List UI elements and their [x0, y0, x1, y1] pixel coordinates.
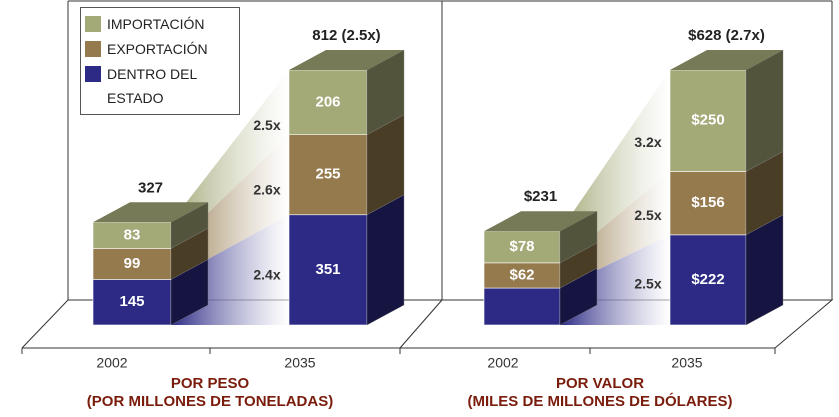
bar-segment [92, 248, 172, 280]
legend-item: EXPORTACIÓN [85, 37, 235, 61]
legend-label: EXPORTACIÓN [107, 41, 208, 57]
growth-label: 2.5x [253, 117, 280, 133]
value-label: $62 [509, 266, 534, 283]
bar-segment [483, 262, 561, 289]
bar-segment [669, 234, 747, 326]
bar-side [745, 49, 784, 172]
frame [21, 0, 834, 354]
value-label: 145 [119, 293, 144, 310]
legend-swatch [85, 16, 101, 32]
value-label: 99 [124, 255, 141, 272]
legend-swatch [85, 41, 101, 57]
value-label: 351 [315, 261, 340, 278]
chart-subtitle: (MILES DE MILLONES DE DÓLARES) [467, 392, 732, 410]
x-tick-label: 2035 [671, 355, 702, 371]
total-label: $231 [524, 188, 557, 205]
bar-side [559, 210, 598, 264]
growth-label: 2.6x [253, 181, 280, 197]
legend-label: DENTRO DEL ESTADO [107, 66, 197, 106]
legend-swatch [85, 66, 101, 82]
x-tick-label: 2035 [284, 355, 315, 371]
bar-segment [483, 287, 561, 326]
value-label: $78 [509, 238, 534, 255]
x-tick-label: 2002 [96, 355, 127, 371]
growth-label: 3.2x [634, 134, 661, 150]
legend: IMPORTACIÓN EXPORTACIÓN DENTRO DEL ESTADO [80, 7, 240, 115]
value-label: 255 [315, 166, 340, 183]
growth-label: 2.4x [253, 266, 280, 282]
bar-top [289, 50, 404, 70]
bar-segment [288, 214, 368, 326]
total-label: 327 [138, 179, 163, 196]
legend-item: DENTRO DEL ESTADO [85, 62, 235, 110]
value-label: 206 [315, 93, 340, 110]
bar-segment [669, 69, 747, 172]
chart-title: POR VALOR [556, 375, 644, 392]
x-tick-label: 2002 [487, 355, 518, 371]
bar-top [93, 202, 208, 223]
total-label: $628 (2.7x) [688, 27, 765, 44]
chart-title: POR PESO [171, 375, 250, 392]
value-label: $222 [691, 271, 724, 288]
bar-top [484, 211, 597, 232]
bar-segment [92, 222, 172, 249]
value-label: $250 [691, 112, 724, 129]
value-label: $156 [691, 194, 724, 211]
bar-top [670, 50, 783, 70]
bar-segment [288, 134, 368, 216]
legend-item: IMPORTACIÓN [85, 12, 235, 36]
bar-side [170, 201, 209, 249]
chart-subtitle: (POR MILLONES DE TONELADAS) [87, 393, 333, 410]
legend-label: IMPORTACIÓN [107, 16, 205, 32]
bar-side [366, 194, 405, 326]
growth-label: 2.5x [634, 275, 661, 291]
growth-label: 2.5x [634, 207, 661, 223]
total-label: 812 (2.5x) [312, 27, 380, 44]
value-label: 83 [124, 226, 141, 243]
